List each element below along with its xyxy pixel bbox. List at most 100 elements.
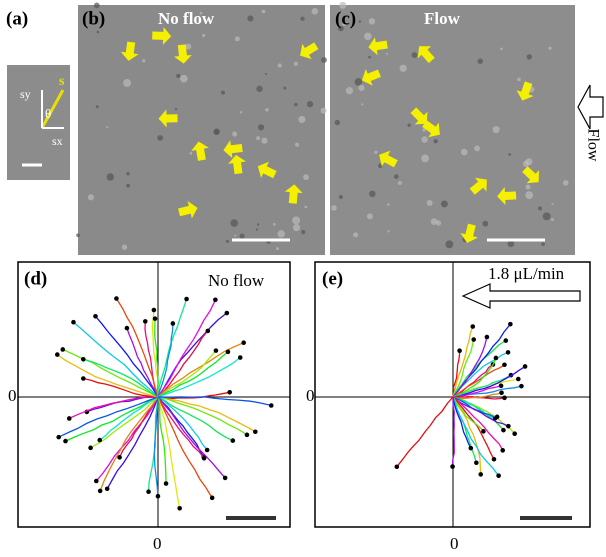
trajectory-end [491,456,497,462]
image-b [78,5,325,255]
trajectory [452,385,502,398]
trajectory-end [244,432,250,438]
speck [387,203,390,206]
trajectory [452,326,474,398]
trajectory [157,351,229,398]
speck [361,103,364,106]
trajectory-end [97,488,103,494]
speck [76,233,80,238]
trajectory-end [225,349,231,355]
speck [422,128,426,132]
trajectory [95,315,159,398]
cell-arrow [497,186,517,205]
trajectory-end [468,445,474,451]
speck [337,25,344,32]
speck [385,52,388,55]
trajectory-end [522,364,528,369]
trajectory [62,348,159,398]
trajectory [157,396,167,484]
speck [239,111,243,114]
speck [517,77,521,82]
image-a [7,65,70,180]
trajectory-end [481,429,486,434]
speck [430,218,438,225]
cell-arrow [152,26,172,45]
trajectory-end [227,389,232,395]
speck [507,240,515,248]
speck [298,115,306,124]
speck [292,216,301,225]
trajectory [157,396,205,458]
trajectory-end [501,427,506,433]
zero-label: 0 [306,386,315,405]
axis-label: sx [52,134,63,148]
flow-arrow [461,283,581,309]
trajectory [157,396,256,433]
trajectory [157,350,217,398]
cell-arrow [379,150,398,168]
trajectory [157,298,188,398]
cell-arrow [422,120,440,138]
speck [525,158,533,166]
trajectory-end [114,296,119,301]
speck [95,105,99,109]
speck [334,119,340,126]
trajectory [452,365,526,398]
axis-label: sy [20,87,31,101]
speck [106,126,109,129]
trajectory [147,396,159,492]
cell-arrow [228,154,246,175]
speck [421,136,428,143]
speck [121,244,128,250]
speck [525,191,534,200]
trajectory-end [151,307,157,313]
speck [126,183,130,188]
speck [542,212,551,221]
trajectory-end [209,495,215,501]
trajectory-end [515,376,521,382]
trajectory [452,357,497,398]
cell-arrow [417,46,435,64]
trajectory [157,396,205,459]
trajectory [157,299,216,398]
trajectory [157,396,213,499]
trajectory [396,396,454,468]
trajectory-end [81,376,86,381]
speck [234,36,240,42]
trajectory [154,318,159,398]
trajectory-end [54,352,60,357]
trajectory-end [104,486,110,492]
trajectory [452,340,507,398]
trajectory-end [205,328,211,334]
cell-arrow [178,201,198,219]
trajectory-end [478,472,484,477]
trajectory [90,396,159,449]
speck [106,173,114,181]
cell-arrow [223,140,243,159]
trajectory-end [484,334,490,340]
speck [295,142,300,147]
vector-label: s [59,74,65,89]
trajectory-end [117,455,122,460]
trajectory-end [177,505,182,511]
speck [500,47,503,51]
trajectory [452,396,472,449]
trajectory-end [222,475,228,481]
trajectory [56,354,159,398]
trajectory [83,358,159,398]
speck [551,203,554,206]
trajectory-end [499,390,504,396]
trajectory-end [184,296,189,302]
speck [541,242,545,246]
trajectory [452,396,495,460]
cell-arrow [361,69,381,86]
trajectory [95,396,159,482]
speck [548,46,552,50]
trajectory-end [496,473,501,478]
speck [261,137,268,144]
speck [354,78,363,86]
trajectory [452,392,502,400]
trajectory [452,336,488,398]
trajectory-end [450,464,455,469]
speck [230,219,238,227]
